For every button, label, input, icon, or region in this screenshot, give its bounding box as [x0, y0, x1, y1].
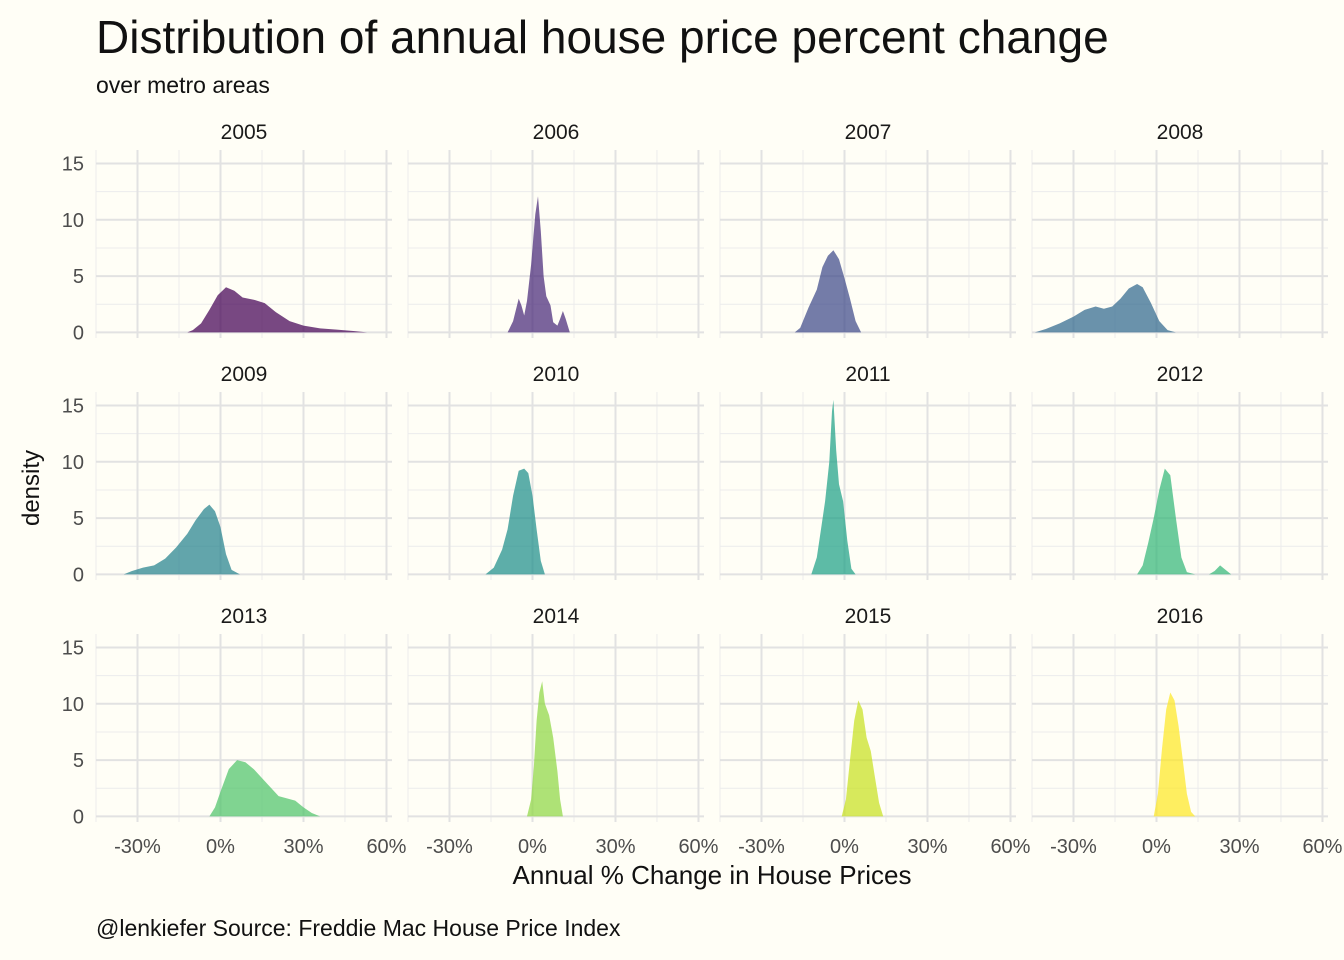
- density-area-2016: [1153, 692, 1196, 817]
- x-tick-label: 0%: [518, 836, 547, 858]
- facet-label-2016: 2016: [1157, 605, 1204, 628]
- facet-label-2006: 2006: [533, 121, 580, 144]
- y-tick-label: 0: [73, 322, 84, 344]
- x-tick-label: 0%: [1142, 836, 1171, 858]
- x-tick-label: 0%: [206, 836, 235, 858]
- x-tick-label: 30%: [1219, 836, 1259, 858]
- x-tick-label: 30%: [283, 836, 323, 858]
- x-axis-label: Annual % Change in House Prices: [512, 860, 912, 890]
- density-area-2008: [1034, 284, 1176, 333]
- y-tick-label: 5: [73, 750, 84, 772]
- facet-label-2013: 2013: [221, 605, 268, 628]
- chart-caption: @lenkiefer Source: Freddie Mac House Pri…: [96, 915, 621, 941]
- y-tick-label: 10: [62, 694, 84, 716]
- y-tick-label: 5: [73, 266, 84, 288]
- facet-label-2014: 2014: [533, 605, 580, 628]
- facet-label-2015: 2015: [845, 605, 892, 628]
- y-tick-label: 10: [62, 210, 84, 232]
- density-area-2009: [123, 504, 240, 575]
- density-area-2006: [507, 196, 570, 333]
- x-tick-label: 60%: [678, 836, 718, 858]
- y-tick-label: 10: [62, 452, 84, 474]
- y-axis-label: density: [18, 449, 45, 527]
- facet-label-2008: 2008: [1157, 121, 1204, 144]
- x-tick-label: 60%: [1302, 836, 1342, 858]
- density-area-2010: [485, 468, 545, 575]
- x-tick-label: 30%: [595, 836, 635, 858]
- x-tick-label: 60%: [990, 836, 1030, 858]
- density-area-2007: [794, 250, 866, 333]
- facet-label-2012: 2012: [1157, 363, 1204, 386]
- x-tick-label: -30%: [738, 836, 785, 858]
- y-tick-label: 15: [62, 638, 84, 660]
- density-area-2011: [811, 399, 856, 575]
- x-tick-label: -30%: [114, 836, 161, 858]
- density-area-2005: [187, 287, 368, 333]
- facet-label-2010: 2010: [533, 363, 580, 386]
- density-area-2013: [209, 760, 321, 817]
- x-tick-label: -30%: [426, 836, 473, 858]
- facet-label-2007: 2007: [845, 121, 892, 144]
- chart-subtitle: over metro areas: [96, 72, 270, 98]
- facet-label-2005: 2005: [221, 121, 268, 144]
- density-area-2014: [527, 681, 563, 817]
- density-area-2012: [1137, 468, 1232, 575]
- facet-label-2009: 2009: [221, 363, 268, 386]
- y-tick-label: 15: [62, 396, 84, 418]
- chart-title: Distribution of annual house price perce…: [96, 11, 1109, 63]
- y-tick-label: 15: [62, 154, 84, 176]
- density-area-2015: [841, 700, 884, 817]
- facet-label-2011: 2011: [845, 363, 890, 386]
- y-tick-label: 5: [73, 508, 84, 530]
- y-tick-label: 0: [73, 564, 84, 586]
- y-tick-label: 0: [73, 806, 84, 828]
- x-tick-label: 30%: [907, 836, 947, 858]
- x-tick-label: -30%: [1050, 836, 1097, 858]
- x-tick-label: 60%: [366, 836, 406, 858]
- x-tick-label: 0%: [830, 836, 859, 858]
